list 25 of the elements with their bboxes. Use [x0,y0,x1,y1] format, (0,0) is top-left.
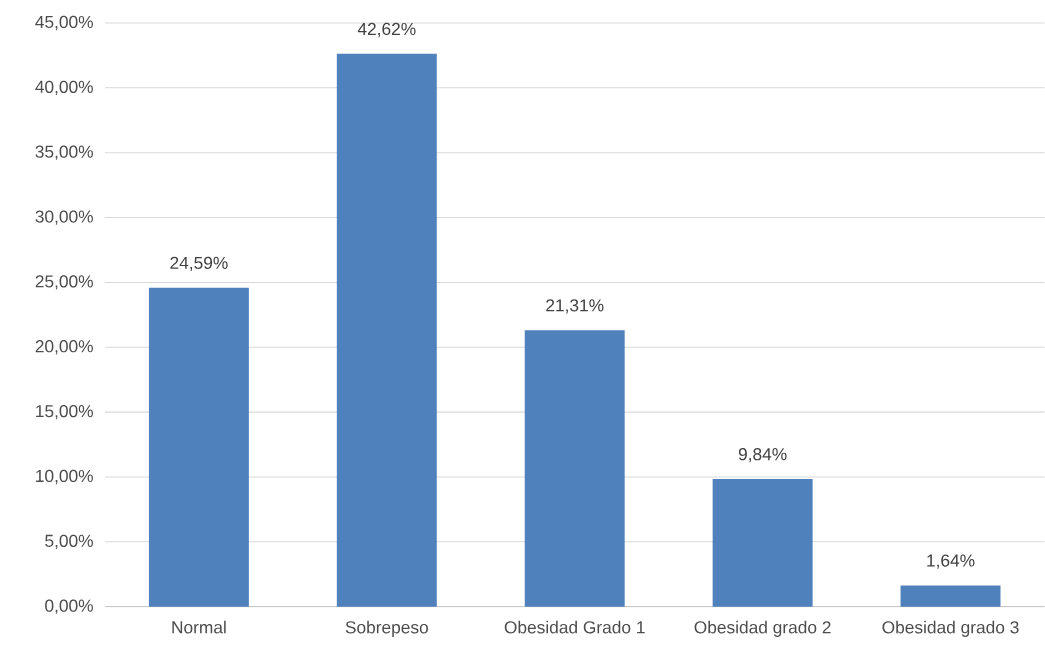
y-tick-label: 40,00% [35,80,93,96]
y-tick-label: 0,00% [45,599,93,614]
data-label: 42,62% [357,22,416,38]
x-tick-label: Obesidad grado 2 [694,620,831,638]
bar [524,330,625,607]
data-label: 24,59% [170,256,228,272]
bar [148,287,249,607]
x-tick-label: Obesidad grado 3 [882,620,1019,638]
y-tick-label: 30,00% [35,210,93,225]
y-tick-label: 35,00% [35,145,93,161]
y-tick-label: 20,00% [35,340,93,355]
bar [900,585,1001,607]
x-tick-label: Obesidad Grado 1 [504,620,645,634]
y-tick-label: 15,00% [36,405,93,420]
bar [712,479,813,607]
data-label: 9,84% [738,448,787,463]
y-tick-label: 45,00% [35,15,93,31]
bar [336,54,437,607]
y-tick-label: 5,00% [45,534,93,550]
x-tick-label: Sobrepeso [345,620,428,638]
y-tick-label: 25,00% [35,275,93,290]
data-label: 21,31% [546,299,604,314]
y-tick-label: 10,00% [36,469,93,485]
x-tick-label: Normal [172,620,226,634]
data-label: 1,64% [927,554,975,569]
